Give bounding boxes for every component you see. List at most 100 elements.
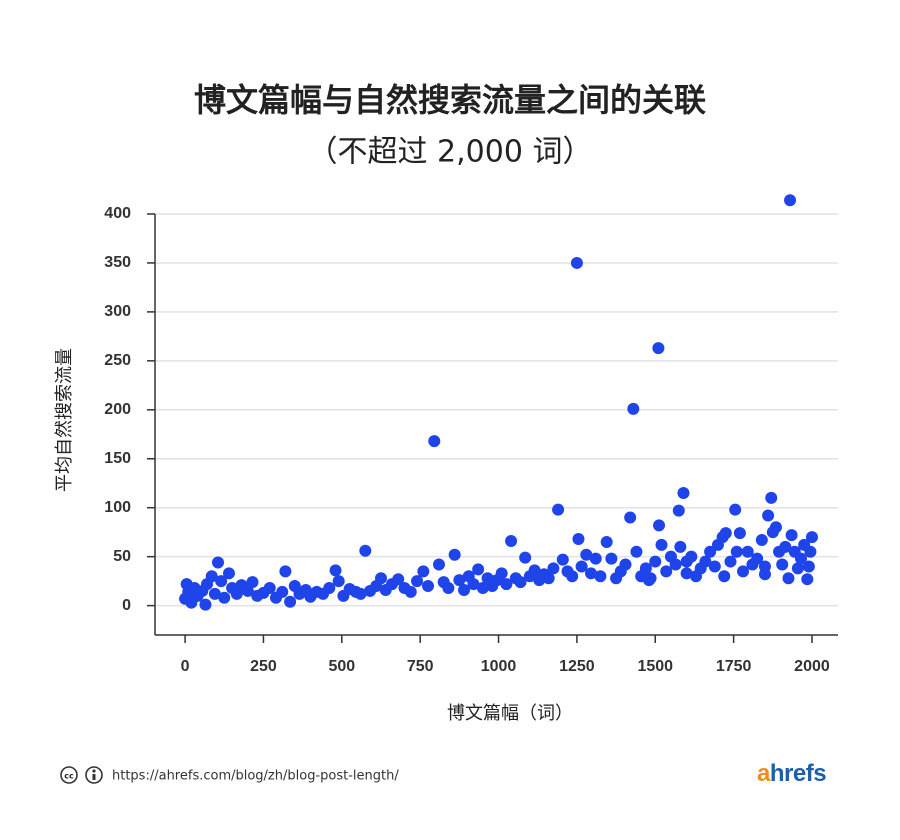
point bbox=[699, 555, 712, 568]
point bbox=[730, 545, 743, 558]
point bbox=[572, 533, 585, 546]
point bbox=[472, 563, 485, 576]
point bbox=[476, 582, 489, 595]
point bbox=[542, 572, 555, 585]
point bbox=[222, 567, 235, 580]
point bbox=[605, 552, 618, 565]
point bbox=[791, 562, 804, 575]
point bbox=[677, 487, 690, 500]
y-tick-label: 300 bbox=[104, 303, 131, 320]
x-tick-label: 1000 bbox=[481, 658, 517, 675]
x-tick-label: 1500 bbox=[637, 658, 673, 675]
y-tick-label: 200 bbox=[104, 401, 131, 418]
logo: ahrefs bbox=[757, 760, 827, 787]
point bbox=[751, 552, 764, 565]
chart-title: 博文篇幅与自然搜索流量之间的关联 bbox=[194, 81, 706, 119]
point bbox=[246, 576, 259, 589]
point bbox=[417, 565, 430, 578]
point bbox=[804, 545, 817, 558]
x-tick-label: 750 bbox=[407, 658, 434, 675]
point bbox=[453, 574, 466, 587]
y-tick-label: 250 bbox=[104, 352, 131, 369]
point bbox=[585, 567, 598, 580]
point bbox=[680, 567, 693, 580]
x-tick-label: 2000 bbox=[794, 658, 830, 675]
point bbox=[704, 545, 717, 558]
point bbox=[624, 511, 637, 524]
point bbox=[594, 570, 607, 583]
y-axis-label: 平均自然搜索流量 bbox=[54, 348, 75, 492]
point bbox=[782, 572, 795, 585]
point bbox=[276, 585, 289, 598]
point bbox=[263, 582, 276, 595]
point bbox=[212, 556, 225, 569]
x-tick-label: 500 bbox=[328, 658, 355, 675]
x-tick-label: 0 bbox=[181, 658, 190, 675]
point bbox=[359, 544, 372, 557]
point bbox=[660, 565, 673, 578]
point bbox=[570, 256, 583, 269]
point bbox=[627, 402, 640, 415]
point bbox=[708, 560, 721, 573]
point bbox=[784, 194, 797, 207]
point bbox=[674, 540, 687, 553]
point bbox=[630, 545, 643, 558]
point bbox=[448, 548, 461, 561]
x-tick-label: 1750 bbox=[716, 658, 752, 675]
point bbox=[649, 555, 662, 568]
point bbox=[323, 582, 336, 595]
point bbox=[566, 570, 579, 583]
point bbox=[600, 535, 613, 548]
point bbox=[422, 580, 435, 593]
point bbox=[776, 558, 789, 571]
point bbox=[653, 519, 666, 532]
point bbox=[685, 550, 698, 563]
point bbox=[580, 548, 593, 561]
point bbox=[737, 565, 750, 578]
point bbox=[547, 562, 560, 575]
point bbox=[332, 575, 345, 588]
x-tick-label: 1250 bbox=[559, 658, 595, 675]
point bbox=[769, 521, 782, 534]
point bbox=[458, 583, 471, 596]
point bbox=[442, 582, 455, 595]
point bbox=[329, 564, 342, 577]
y-tick-label: 100 bbox=[104, 499, 131, 516]
point bbox=[755, 534, 768, 547]
point bbox=[354, 587, 367, 600]
point bbox=[404, 585, 417, 598]
svg-text:cc: cc bbox=[64, 772, 74, 781]
point bbox=[467, 578, 480, 591]
point bbox=[432, 558, 445, 571]
point bbox=[528, 564, 541, 577]
point bbox=[801, 573, 814, 586]
point bbox=[199, 598, 212, 611]
point bbox=[785, 529, 798, 542]
point bbox=[672, 504, 685, 517]
point bbox=[718, 570, 731, 583]
x-tick-label: 250 bbox=[250, 658, 277, 675]
point bbox=[519, 551, 532, 564]
point bbox=[758, 568, 771, 581]
point bbox=[428, 435, 441, 448]
point bbox=[779, 540, 792, 553]
y-tick-label: 150 bbox=[104, 450, 131, 467]
point bbox=[374, 572, 387, 585]
point bbox=[284, 595, 297, 608]
point bbox=[505, 535, 518, 548]
point bbox=[552, 503, 565, 516]
point bbox=[208, 587, 221, 600]
point bbox=[802, 560, 815, 573]
point bbox=[795, 552, 808, 565]
point bbox=[495, 567, 508, 580]
x-axis-label: 博文篇幅（词） bbox=[447, 703, 573, 724]
point bbox=[729, 503, 742, 516]
point bbox=[642, 574, 655, 587]
point bbox=[765, 491, 778, 504]
point bbox=[619, 558, 632, 571]
point bbox=[411, 575, 424, 588]
point bbox=[556, 553, 569, 566]
y-tick-label: 350 bbox=[104, 254, 131, 271]
